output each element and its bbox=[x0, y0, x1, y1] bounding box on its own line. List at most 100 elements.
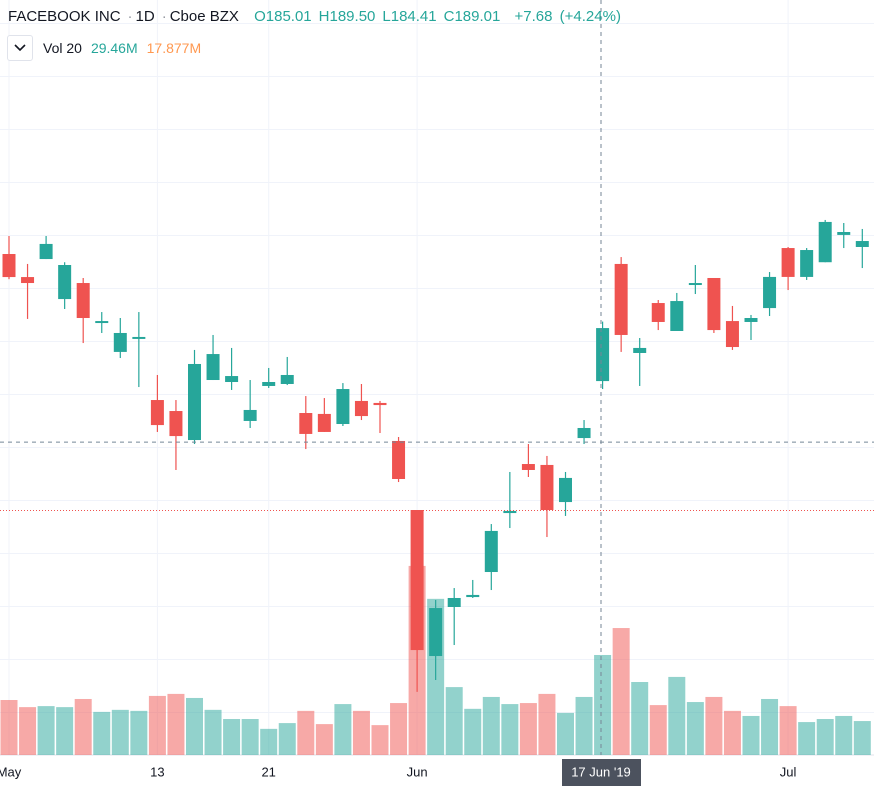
symbol: FACEBOOK INC bbox=[8, 8, 121, 25]
volume-bar bbox=[686, 702, 704, 755]
candle-body bbox=[781, 248, 795, 277]
candle-body bbox=[447, 597, 461, 607]
candle-body bbox=[763, 276, 777, 309]
x-tick-label: 13 bbox=[150, 764, 164, 779]
candle-body bbox=[317, 413, 331, 432]
candle-body bbox=[725, 321, 739, 348]
candle-body bbox=[596, 328, 610, 382]
candle-body bbox=[336, 389, 350, 425]
volume-bar bbox=[723, 710, 741, 755]
candle-body bbox=[410, 510, 424, 651]
exchange: Cboe BZX bbox=[169, 8, 239, 25]
candle-body bbox=[262, 382, 276, 386]
candle-body bbox=[132, 336, 146, 339]
header: FACEBOOK INC · 1D · Cboe BZX O185.01 H189.50 L… bbox=[8, 8, 621, 25]
candle-body bbox=[651, 303, 665, 322]
x-tick-label: Jun bbox=[407, 764, 428, 779]
candle-body bbox=[39, 243, 53, 260]
volume-bar bbox=[352, 710, 370, 755]
candle-body bbox=[58, 265, 72, 300]
volume-bar bbox=[649, 705, 667, 755]
ohlc-key: C bbox=[443, 8, 455, 25]
candle-body bbox=[188, 363, 201, 441]
volume-bar bbox=[538, 693, 556, 755]
change: +7.68 bbox=[514, 8, 553, 25]
volume-bar bbox=[668, 676, 686, 755]
volume-bar bbox=[390, 703, 408, 755]
volume-bar bbox=[148, 695, 166, 755]
candle-body bbox=[280, 374, 294, 384]
candle-body bbox=[614, 263, 628, 335]
volume-bar bbox=[594, 654, 612, 755]
candle-body bbox=[688, 283, 702, 286]
volume-bar bbox=[761, 698, 779, 755]
candle-body bbox=[95, 321, 109, 324]
volume-bar bbox=[501, 704, 519, 755]
volume-bar bbox=[93, 711, 111, 755]
volume-bar bbox=[56, 707, 74, 755]
volume-label: Vol 20 bbox=[43, 40, 82, 56]
ohlc-key: L bbox=[382, 8, 391, 25]
volume-bar bbox=[204, 709, 222, 755]
volume-bar bbox=[742, 715, 760, 755]
candle-body bbox=[243, 409, 257, 421]
candle-body bbox=[744, 318, 758, 322]
volume-bar bbox=[186, 697, 203, 755]
volume-bar bbox=[482, 696, 500, 755]
volume-bar bbox=[74, 698, 92, 755]
candle-body bbox=[392, 440, 406, 479]
candle-body bbox=[559, 477, 572, 503]
volume-bar bbox=[464, 708, 482, 755]
volume-bar bbox=[779, 706, 797, 755]
collapse-button[interactable] bbox=[7, 35, 33, 61]
crosshair-date-box bbox=[562, 759, 641, 786]
candle-body bbox=[521, 464, 535, 470]
volume-bar bbox=[241, 719, 259, 755]
volume-bar bbox=[798, 722, 816, 755]
volume-bar bbox=[853, 721, 871, 755]
volume-ma: 17.877M bbox=[146, 40, 202, 56]
ohlc-key: O bbox=[254, 8, 266, 25]
volume-bar bbox=[130, 710, 148, 755]
candle-body bbox=[150, 400, 164, 426]
volume-bar bbox=[19, 707, 37, 755]
interval: 1D bbox=[135, 8, 155, 25]
candle-body bbox=[577, 427, 591, 439]
volume-bar bbox=[816, 719, 834, 755]
x-tick-label: May bbox=[0, 764, 22, 779]
volume-bar bbox=[37, 706, 55, 755]
ohlc-key: H bbox=[318, 8, 330, 25]
plot: May 13 21 Jun Jul bbox=[0, 0, 874, 779]
ohlc-value: 184.41 bbox=[390, 8, 437, 25]
volume-bar bbox=[278, 723, 296, 755]
volume-value: 29.46M bbox=[90, 40, 138, 56]
candle-body bbox=[21, 277, 35, 284]
volume-bar bbox=[260, 728, 278, 755]
volume-bar bbox=[0, 700, 18, 755]
candle-body bbox=[225, 376, 239, 383]
volume-bar bbox=[612, 628, 630, 755]
candle-body bbox=[540, 464, 554, 511]
candle-body bbox=[855, 241, 869, 247]
volume-bar bbox=[705, 696, 723, 755]
candle-body bbox=[670, 301, 684, 331]
candle-body bbox=[503, 510, 517, 514]
candle-body bbox=[429, 608, 443, 657]
volume-legend: Vol 20 29.46M 17.877M bbox=[7, 35, 201, 61]
volume-bar bbox=[371, 725, 389, 755]
candle-body bbox=[373, 402, 387, 406]
candle-body bbox=[2, 254, 16, 278]
candle-body bbox=[299, 413, 313, 434]
crosshair-date-label: 17 Jun '19 bbox=[571, 764, 631, 779]
candle-body bbox=[169, 411, 183, 437]
x-tick-label: 21 bbox=[261, 764, 275, 779]
volume-bar bbox=[835, 715, 853, 755]
candle-body bbox=[707, 277, 721, 331]
x-tick-label: Jul bbox=[780, 764, 797, 779]
volume-bar bbox=[315, 724, 333, 755]
candle-body bbox=[484, 530, 498, 573]
volume-bar bbox=[297, 710, 315, 755]
candle-body bbox=[837, 232, 851, 235]
